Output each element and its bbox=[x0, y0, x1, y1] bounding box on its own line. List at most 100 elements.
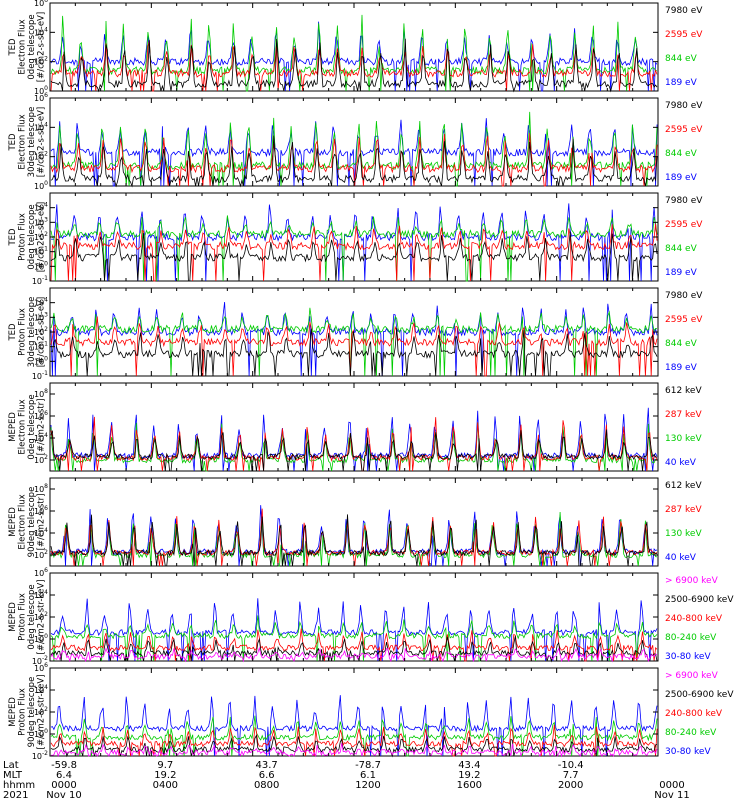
legend-entry: 844 eV bbox=[665, 149, 698, 159]
x-tick-label: 19.2 bbox=[458, 770, 480, 781]
legend-entry: 7980 eV bbox=[665, 196, 703, 206]
series-line bbox=[50, 724, 658, 757]
legend-entry: 40 keV bbox=[665, 458, 697, 468]
y-tick-label: 100 bbox=[34, 633, 48, 644]
footer-row-label: Lat bbox=[3, 760, 19, 771]
legend-entry: 2595 eV bbox=[665, 220, 703, 230]
series-line bbox=[50, 628, 658, 662]
series-line bbox=[50, 215, 658, 282]
series-line bbox=[50, 327, 658, 377]
y-tick-label: 103 bbox=[34, 311, 48, 322]
legend-entry: 7980 eV bbox=[665, 6, 703, 16]
x-tick-label: 0000 bbox=[51, 780, 76, 791]
x-tick-label: 6.4 bbox=[56, 770, 72, 781]
series-line bbox=[50, 223, 658, 282]
legend-entry: 189 eV bbox=[665, 173, 698, 183]
legend-entry: 80-240 keV bbox=[665, 633, 717, 643]
series-line bbox=[50, 695, 658, 757]
legend-entry: > 6900 keV bbox=[665, 576, 719, 586]
y-tick-label: 104 bbox=[34, 589, 48, 600]
x-tick-label: Nov 10 bbox=[46, 790, 81, 800]
series-line bbox=[50, 38, 658, 93]
legend-entry: 844 eV bbox=[665, 54, 698, 64]
x-tick-label: 1600 bbox=[457, 780, 482, 791]
series-line bbox=[50, 118, 658, 187]
legend-entry: 2500-6900 keV bbox=[665, 690, 734, 700]
legend-entry: 2595 eV bbox=[665, 315, 703, 325]
series-line bbox=[50, 21, 658, 92]
series-line bbox=[50, 598, 658, 662]
y-tick-label: 102 bbox=[34, 611, 48, 622]
y-tick-label: 10-2 bbox=[32, 750, 48, 761]
legend-entry: 612 keV bbox=[665, 481, 702, 491]
y-tick-label: 100 bbox=[34, 180, 48, 191]
legend-entry: 30-80 keV bbox=[665, 652, 711, 662]
x-tick-label: 19.2 bbox=[154, 770, 176, 781]
series-line bbox=[50, 231, 658, 282]
x-tick-label: 0800 bbox=[254, 780, 279, 791]
y-axis-label: MEPEDElectron Flux0deg telescope[#/cm2-s… bbox=[8, 394, 47, 459]
footer-row-label: hhmm bbox=[3, 780, 35, 791]
y-tick-label: 102 bbox=[34, 454, 48, 465]
legend-entry: 7980 eV bbox=[665, 101, 703, 111]
series-line bbox=[50, 133, 658, 187]
x-tick-label: -78.7 bbox=[355, 760, 381, 771]
y-tick-label: 104 bbox=[34, 684, 48, 695]
series-line bbox=[50, 511, 658, 567]
legend-entry: 844 eV bbox=[665, 244, 698, 254]
legend-entry: > 6900 keV bbox=[665, 671, 719, 681]
x-tick-label: 6.6 bbox=[259, 770, 275, 781]
x-tick-label: 7.7 bbox=[563, 770, 579, 781]
x-tick-label: Nov 11 bbox=[654, 790, 689, 800]
series-line bbox=[50, 422, 658, 472]
y-tick-label: 103 bbox=[34, 216, 48, 227]
y-tick-label: 104 bbox=[34, 202, 48, 213]
flux-panel: 106 104 102 100 TEDElectron Flux0deg telesco… bbox=[8, 0, 703, 96]
legend-entry: 189 eV bbox=[665, 268, 698, 278]
y-tick-label: 102 bbox=[34, 706, 48, 717]
y-tick-label: 108 bbox=[34, 388, 48, 399]
legend-entry: 287 keV bbox=[665, 505, 702, 515]
y-tick-label: 100 bbox=[34, 355, 48, 366]
series-line bbox=[50, 416, 658, 472]
legend-entry: 80-240 keV bbox=[665, 728, 717, 738]
footer-row-label: MLT bbox=[3, 770, 23, 781]
y-tick-label: 106 bbox=[34, 0, 48, 8]
y-tick-label: 10-1 bbox=[32, 275, 48, 286]
y-tick-label: 106 bbox=[34, 505, 48, 516]
y-tick-label: 106 bbox=[34, 410, 48, 421]
series-line bbox=[50, 429, 658, 472]
series-line bbox=[50, 646, 658, 663]
legend-entry: 2500-6900 keV bbox=[665, 595, 734, 605]
series-line bbox=[50, 14, 658, 92]
y-axis-label: MEPEDProton Flux90deg telescope[#/cm2-s-… bbox=[8, 675, 47, 750]
y-tick-label: 106 bbox=[34, 662, 48, 673]
y-tick-label: 100 bbox=[34, 85, 48, 96]
legend-entry: 40 keV bbox=[665, 553, 697, 563]
flux-panel: 106 104 102 100 TEDElectron Flux30deg telesc… bbox=[8, 92, 703, 191]
flux-panel: 104 103 102 101 100 10-1 TEDProton Flux30deg t… bbox=[8, 287, 703, 381]
series-line bbox=[50, 307, 658, 377]
legend-entry: 7980 eV bbox=[665, 291, 703, 301]
series-line bbox=[50, 508, 658, 567]
series-line bbox=[50, 40, 658, 92]
y-axis-label: TEDProton Flux30deg telescope[#/cm2-s-st… bbox=[8, 297, 47, 368]
series-line bbox=[50, 615, 658, 662]
legend-entry: 2595 eV bbox=[665, 125, 703, 135]
series-line bbox=[50, 514, 658, 567]
x-tick-label: 1200 bbox=[355, 780, 380, 791]
y-axis-label: TEDProton Flux0deg telescope[#/cm2-s-str… bbox=[8, 202, 47, 272]
x-tick-label: 9.7 bbox=[157, 760, 173, 771]
y-tick-label: 104 bbox=[34, 297, 48, 308]
y-tick-label: 10-1 bbox=[32, 370, 48, 381]
legend-entry: 30-80 keV bbox=[665, 747, 711, 757]
footer-row-label: 2021 bbox=[3, 790, 28, 800]
y-tick-label: 104 bbox=[34, 527, 48, 538]
legend-entry: 612 keV bbox=[665, 386, 702, 396]
legend-entry: 240-800 keV bbox=[665, 614, 723, 624]
y-tick-label: 106 bbox=[34, 567, 48, 578]
